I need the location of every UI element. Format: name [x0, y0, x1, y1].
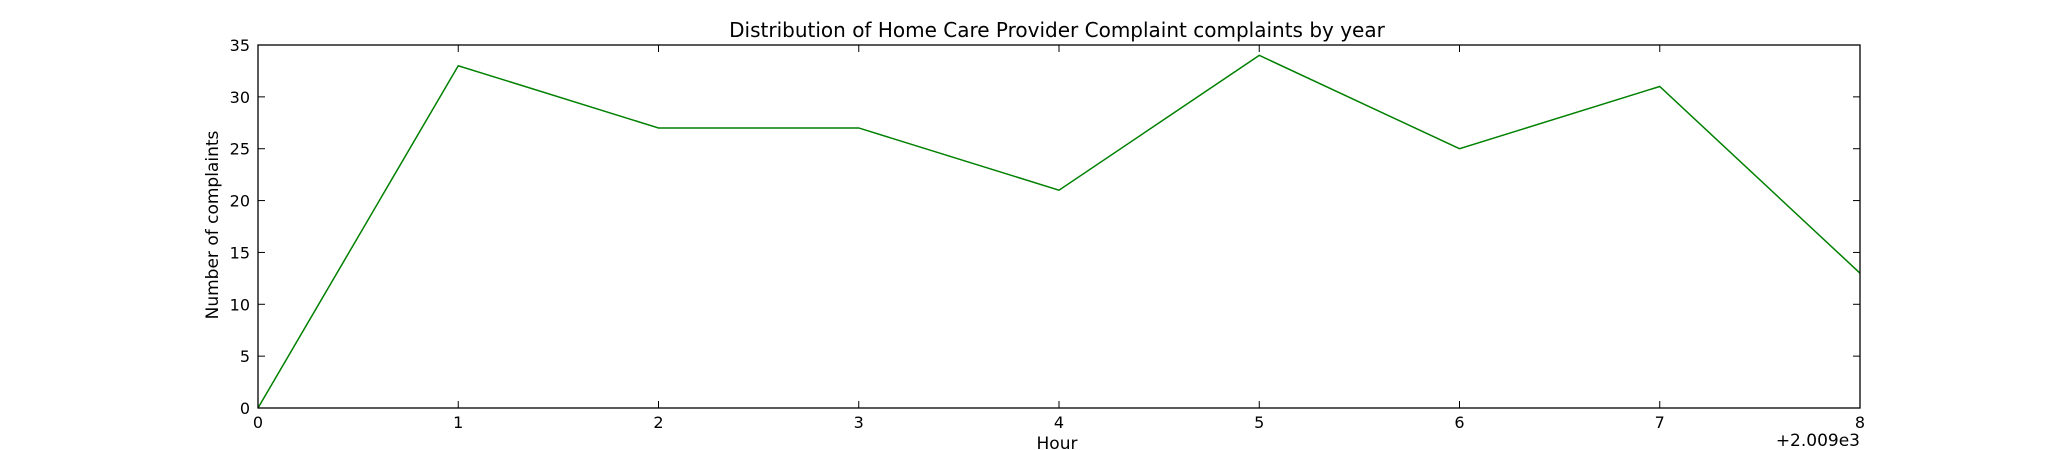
- y-tick-label: 10: [230, 295, 250, 314]
- x-axis-label: Hour: [1037, 434, 1078, 450]
- x-tick-label: 1: [453, 413, 463, 432]
- y-axis-label: Number of complaints: [203, 130, 223, 319]
- series-line: [257, 54, 1861, 409]
- y-tick-label: 15: [230, 243, 250, 262]
- x-tick-label: 2: [653, 413, 663, 432]
- x-tick-label: 4: [1054, 413, 1064, 432]
- plot-area-frame: [257, 44, 1861, 409]
- x-tick-label: 0: [253, 413, 263, 432]
- y-tick-label: 30: [230, 88, 250, 107]
- y-tick-label: 20: [230, 192, 250, 211]
- x-tick-label: 7: [1655, 413, 1665, 432]
- chart-title: Distribution of Home Care Provider Compl…: [729, 18, 1385, 42]
- y-tick-label: 25: [230, 140, 250, 159]
- y-tick-label: 0: [240, 399, 250, 418]
- x-tick-label: 3: [854, 413, 864, 432]
- x-tick-label: 5: [1254, 413, 1264, 432]
- y-tick-label: 5: [240, 347, 250, 366]
- series-group: [257, 54, 1861, 409]
- axis-tick-labels: 0 1 2 3 4 5 6 7 8 0 5 10 15 20 25 30 35: [230, 36, 1865, 432]
- y-tick-label: 35: [230, 36, 250, 55]
- x-axis-offset-label: +2.009e3: [1776, 431, 1860, 450]
- x-tick-label: 6: [1454, 413, 1464, 432]
- x-tick-label: 8: [1855, 413, 1865, 432]
